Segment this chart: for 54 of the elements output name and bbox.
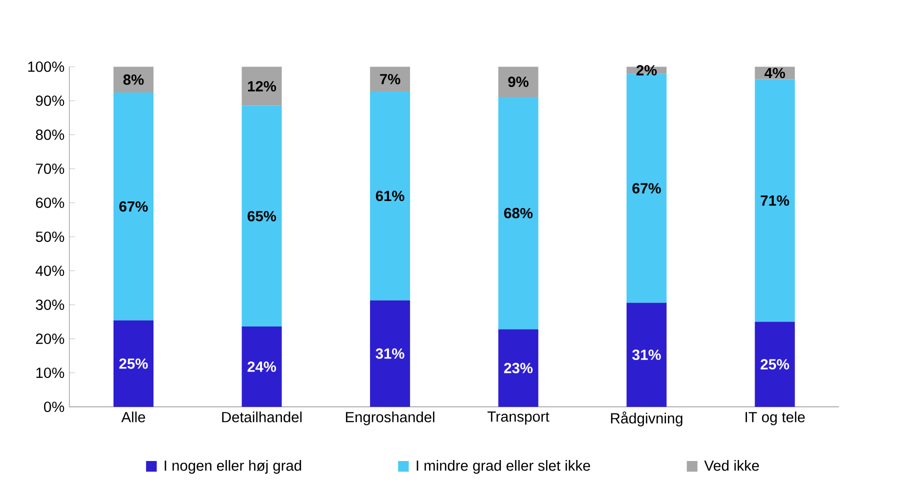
bar [498,97,538,330]
data-label: 9% [508,76,529,88]
y-tick-label: 70% [36,164,64,174]
bar [754,80,795,322]
data-label: 71% [760,196,790,206]
data-label: 12% [248,81,276,92]
bar [626,302,667,408]
bar [113,92,154,321]
bar [242,66,282,106]
bar [754,322,795,408]
data-label: 67% [119,202,148,212]
y-tick-label: 20% [36,334,64,344]
bar [626,74,667,303]
bar [370,92,410,301]
bar [498,66,538,98]
y-tick-label: 40% [36,266,64,276]
x-tick-label: Transport [488,412,550,425]
y-tick-label: 50% [36,232,64,242]
data-label: 31% [632,350,661,360]
data-label: 25% [119,358,148,370]
data-label: 68% [504,208,533,219]
legend-label: I nogen eller høj grad [164,460,302,474]
data-label: 31% [376,348,404,360]
y-tick-label: 80% [36,130,64,140]
bar [370,300,410,408]
x-tick-label: Alle [121,412,146,423]
data-label: 8% [123,74,144,86]
legend-label: I mindre grad eller slet ikke [416,460,590,474]
y-tick-label: 90% [36,96,64,106]
bar [498,330,538,408]
data-label: 61% [376,190,404,202]
x-tick-label: IT og tele [746,412,805,426]
legend-label: Ved ikke [704,460,759,472]
y-tick-label: 0% [44,402,64,412]
x-tick-label: Rådgivning [611,412,682,427]
bar [113,320,154,408]
y-tick-label: 60% [36,198,64,208]
x-tick-label: Engroshandel [346,412,434,426]
bar [113,66,154,93]
y-tick-label: 30% [36,300,64,310]
data-label: 2% [636,65,657,76]
data-label: 24% [248,362,276,372]
y-tick-label: 100% [28,62,64,72]
bar [370,66,410,92]
bar [242,106,282,327]
data-label: 65% [248,211,276,222]
data-label: 67% [632,183,661,194]
data-label: 25% [760,359,790,370]
data-label: 7% [380,74,400,84]
y-tick-label: 10% [36,368,64,378]
bar [242,326,282,408]
data-label: 4% [764,68,786,78]
x-tick-label: Detailhandel [222,412,302,423]
data-label: 23% [504,363,533,374]
